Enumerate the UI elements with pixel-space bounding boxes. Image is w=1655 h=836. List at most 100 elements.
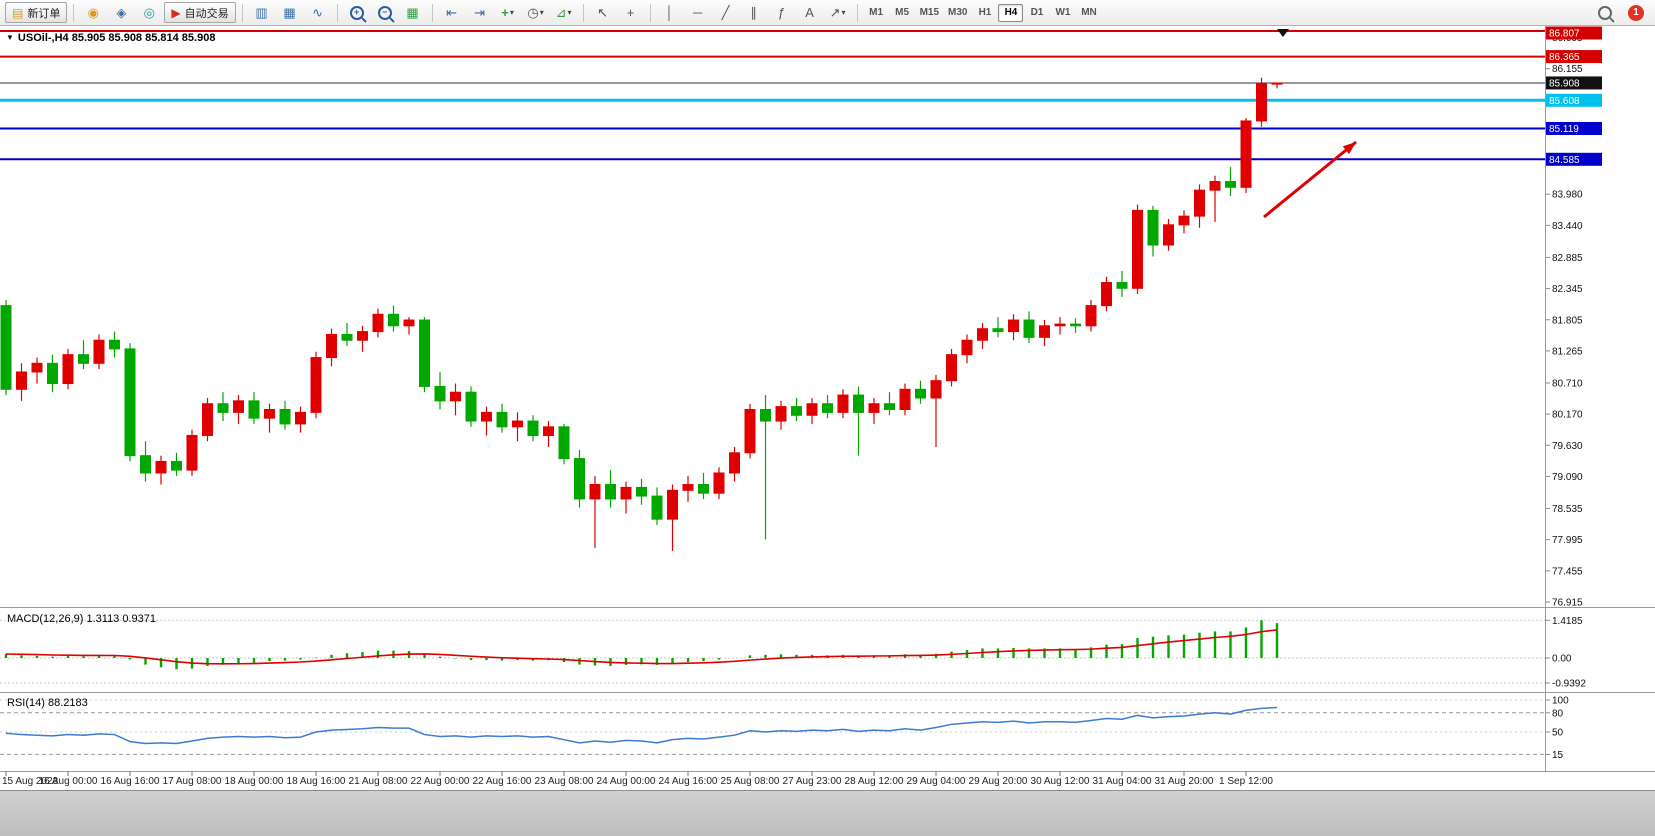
price-axis-label: 83.440 bbox=[1552, 221, 1583, 232]
new-order-button[interactable]: ▤ 新订单 bbox=[5, 2, 68, 23]
timeframe-M30[interactable]: M30 bbox=[944, 4, 971, 22]
candle bbox=[264, 408, 275, 419]
price-line-label-box bbox=[1546, 121, 1602, 135]
auto-scroll-icon[interactable]: ⇥ bbox=[474, 5, 486, 20]
new-chart-icon[interactable]: + ▾ bbox=[501, 5, 514, 20]
price-axis-label: 79.630 bbox=[1552, 441, 1583, 452]
trend-arrow-head[interactable] bbox=[1342, 142, 1356, 155]
toolbar-separator bbox=[431, 3, 433, 22]
price-axis-label: 77.455 bbox=[1552, 566, 1583, 577]
rsi-line bbox=[5, 706, 1278, 745]
rsi-indicator-label: RSI(14) 88.2183 bbox=[7, 697, 88, 709]
candle bbox=[884, 403, 895, 410]
candle bbox=[806, 403, 818, 416]
time-axis-label: 16 Aug 16:00 bbox=[101, 776, 160, 787]
chart-canvas[interactable]: 86.69586.15585.61585.07584.53583.98083.4… bbox=[0, 26, 1655, 790]
price-line-label-box bbox=[1546, 26, 1602, 40]
price-axis-label: 76.915 bbox=[1552, 597, 1583, 608]
bar-chart-mode-icon[interactable]: ▥ bbox=[255, 5, 268, 20]
metaquotes-icon[interactable]: ◉ bbox=[87, 5, 100, 20]
time-axis-label: 27 Aug 23:00 bbox=[783, 776, 842, 787]
candle bbox=[233, 400, 244, 413]
chart-shift-marker-icon[interactable] bbox=[1277, 29, 1289, 37]
price-axis-label: 79.090 bbox=[1552, 472, 1583, 483]
channel-tool-icon[interactable]: ∥ bbox=[750, 5, 757, 20]
time-axis-label: 31 Aug 04:00 bbox=[1093, 776, 1152, 787]
macd-indicator-label: MACD(12,26,9) 1.3113 0.9371 bbox=[7, 613, 156, 625]
periods-icon[interactable]: ◷ ▾ bbox=[527, 5, 544, 20]
line-chart-mode-icon[interactable]: ∿ bbox=[312, 5, 324, 20]
toolbar-separator bbox=[582, 3, 584, 22]
crosshair-tool-icon[interactable]: + bbox=[626, 5, 635, 20]
autotrading-button[interactable]: ▶ 自动交易 bbox=[164, 2, 236, 23]
candle bbox=[388, 313, 399, 327]
time-axis-label: 21 Aug 08:00 bbox=[349, 776, 408, 787]
search-icon[interactable] bbox=[1592, 2, 1618, 24]
candle bbox=[1008, 319, 1019, 333]
chart-shift-icon[interactable]: ⇤ bbox=[446, 5, 458, 20]
macd-signal-line bbox=[5, 629, 1278, 665]
candle bbox=[543, 426, 554, 436]
horizontal-line-tool-icon[interactable]: ─ bbox=[692, 5, 703, 20]
candlestick-mode-icon[interactable]: ▦ bbox=[283, 5, 296, 20]
price-line-label: 85.119 bbox=[1549, 124, 1579, 135]
macd-axis-label: -0.9392 bbox=[1552, 678, 1586, 689]
price-line-label: 85.608 bbox=[1549, 96, 1580, 107]
candle bbox=[31, 362, 43, 373]
candle bbox=[1209, 181, 1221, 191]
timeframe-group: M1 M5 M15 M30 H1 H4 D1 W1 MN bbox=[864, 3, 1102, 22]
grid-icon[interactable]: ▦ bbox=[406, 5, 419, 20]
ohlc-toggle-icon[interactable]: ▼ bbox=[6, 33, 14, 42]
candle bbox=[419, 319, 430, 387]
time-axis-label: 15 Aug 2023 bbox=[2, 776, 59, 787]
candle bbox=[744, 408, 756, 454]
candle bbox=[698, 484, 709, 494]
zoom-out-icon[interactable]: − bbox=[372, 2, 398, 24]
timeframe-H1[interactable]: H1 bbox=[972, 4, 997, 22]
candle bbox=[372, 313, 384, 333]
candle bbox=[1116, 282, 1128, 289]
charts-panel-icon[interactable]: ◈ bbox=[116, 5, 127, 20]
fibonacci-tool-icon[interactable]: ƒ bbox=[777, 5, 786, 20]
timeframe-M1[interactable]: M1 bbox=[864, 4, 889, 22]
candle bbox=[837, 394, 849, 413]
price-axis-label: 81.265 bbox=[1552, 346, 1583, 357]
notification-badge[interactable]: 1 bbox=[1628, 4, 1644, 21]
candle bbox=[512, 420, 523, 428]
text-tool-icon[interactable]: A bbox=[805, 5, 814, 20]
vertical-line-tool-icon[interactable]: │ bbox=[665, 5, 674, 20]
toolbar-separator bbox=[73, 3, 75, 22]
timeframe-H4[interactable]: H4 bbox=[998, 3, 1024, 22]
price-line-label: 86.807 bbox=[1549, 29, 1580, 40]
timeframe-D1[interactable]: D1 bbox=[1024, 4, 1049, 22]
indicators-icon[interactable]: ⊿ ▾ bbox=[555, 5, 572, 20]
zoom-in-icon[interactable]: + bbox=[344, 2, 370, 24]
candle bbox=[946, 354, 957, 382]
cursor-tool-icon[interactable]: ↖ bbox=[597, 5, 609, 20]
candle bbox=[1147, 209, 1159, 246]
candle bbox=[357, 331, 368, 341]
signals-icon[interactable]: ◎ bbox=[143, 5, 156, 20]
trend-arrow-line[interactable] bbox=[1263, 140, 1357, 219]
trendline-tool-icon[interactable]: ╱ bbox=[721, 5, 730, 20]
candle bbox=[496, 411, 508, 428]
timeframe-W1[interactable]: W1 bbox=[1050, 4, 1075, 22]
timeframe-M5[interactable]: M5 bbox=[890, 4, 915, 22]
candle bbox=[682, 484, 694, 491]
timeframe-MN[interactable]: MN bbox=[1076, 4, 1101, 22]
time-axis-label: 24 Aug 16:00 bbox=[659, 776, 718, 787]
candle bbox=[403, 319, 415, 327]
candle bbox=[899, 388, 911, 410]
timeframe-M15[interactable]: M15 bbox=[916, 4, 943, 22]
arrows-tool-icon[interactable]: ↗ ▾ bbox=[829, 5, 846, 20]
time-axis-label: 30 Aug 12:00 bbox=[1031, 776, 1090, 787]
candle bbox=[1132, 209, 1143, 289]
candle bbox=[248, 400, 260, 419]
candle bbox=[279, 408, 291, 425]
candle bbox=[202, 403, 213, 436]
time-axis-label: 31 Aug 20:00 bbox=[1155, 776, 1214, 787]
price-axis-label: 86.155 bbox=[1552, 64, 1583, 75]
price-axis-label: 78.535 bbox=[1552, 504, 1583, 515]
candle bbox=[1225, 181, 1236, 188]
candle bbox=[465, 391, 477, 422]
